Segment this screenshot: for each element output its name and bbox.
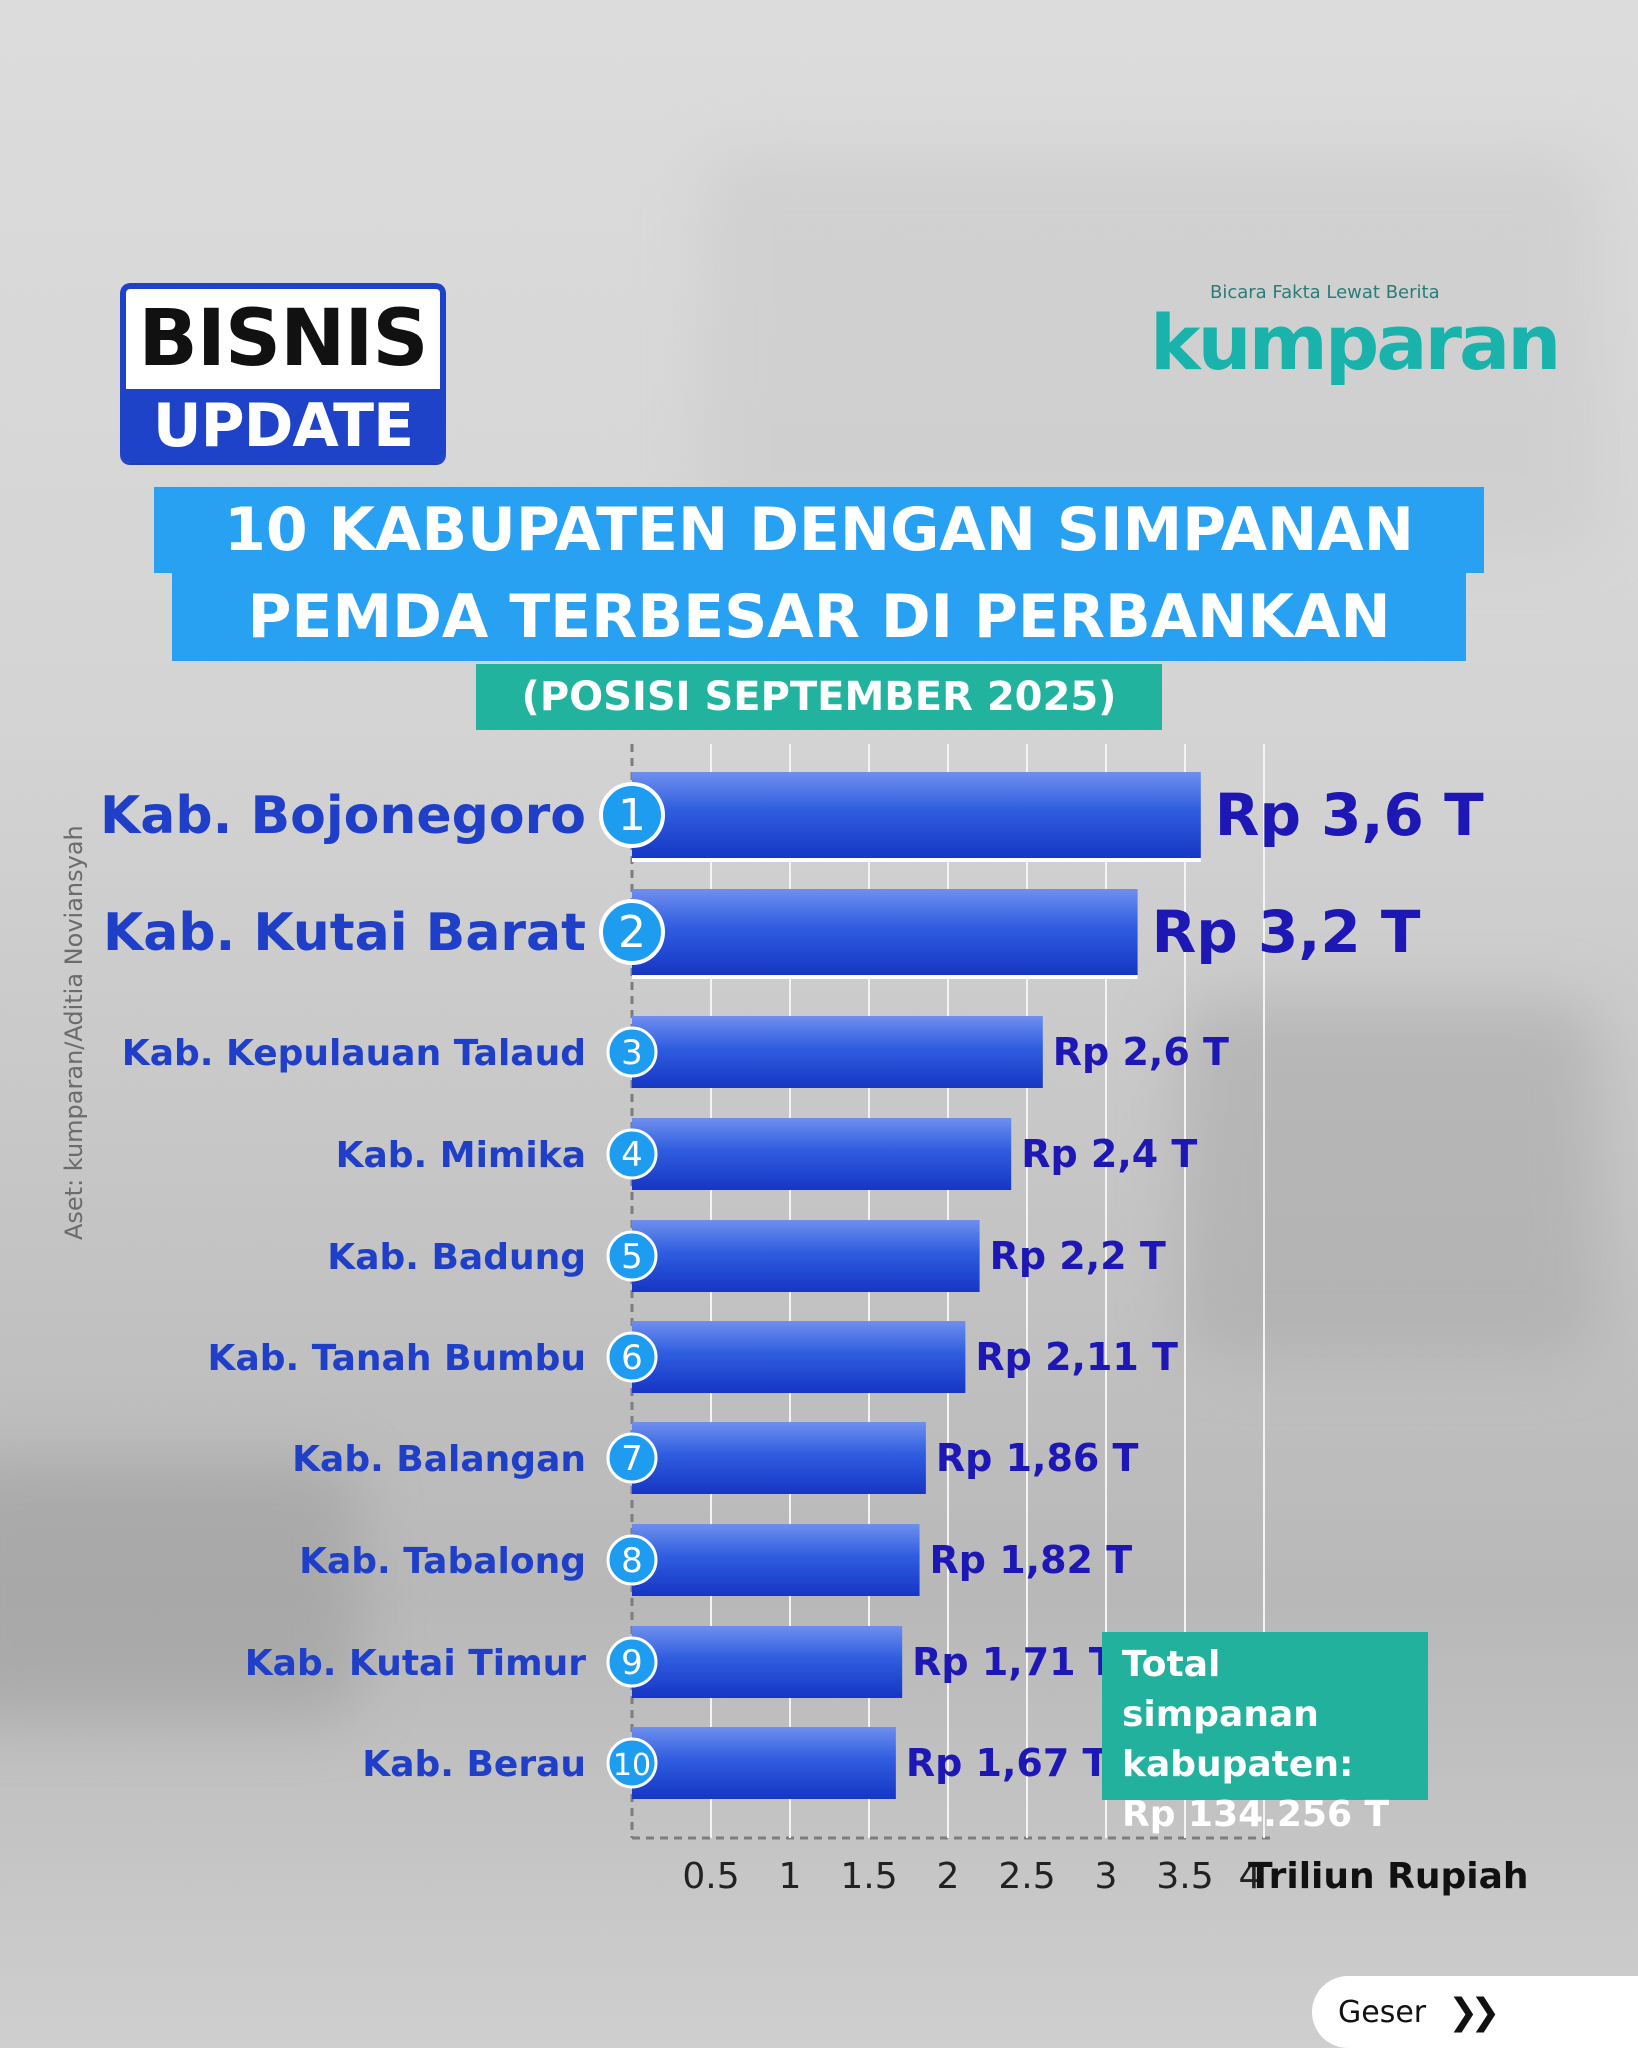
x-tick-label: 2 [937, 1856, 960, 1897]
category-label: Kab. Berau [362, 1744, 586, 1785]
category-label: Kab. Tanah Bumbu [208, 1338, 586, 1379]
total-line-2: kabupaten: [1122, 1744, 1354, 1785]
rank-number: 7 [621, 1439, 643, 1479]
background-shape [1180, 1000, 1600, 1360]
rank-badge [606, 1737, 658, 1789]
double-chevron-right-icon: ❯❯ [1448, 1991, 1500, 2033]
x-tick-label: 4 [1239, 1856, 1262, 1897]
rank-number: 10 [613, 1748, 651, 1783]
category-label: Kab. Badung [327, 1237, 586, 1278]
bar [632, 1422, 926, 1494]
rank-badge [606, 1432, 658, 1484]
rank-badge [599, 899, 665, 965]
x-tick-label: 3 [1095, 1856, 1118, 1897]
category-label: Kab. Bojonegoro [100, 786, 586, 846]
bar [632, 1118, 1012, 1190]
bar [632, 1220, 980, 1292]
value-label: Rp 3,6 T [1215, 781, 1484, 849]
bar [632, 772, 1201, 858]
rank-number: 3 [621, 1033, 643, 1073]
rank-number: 2 [618, 907, 646, 958]
value-label: Rp 1,86 T [936, 1436, 1139, 1480]
chart-subtitle: (POSISI SEPTEMBER 2025) [476, 664, 1162, 730]
value-label: Rp 1,67 T [906, 1741, 1109, 1785]
x-tick-label: 0.5 [682, 1856, 739, 1897]
rank-number: 8 [621, 1541, 643, 1581]
rank-badge [606, 1331, 658, 1383]
category-label: Kab. Balangan [292, 1439, 586, 1480]
rank-number: 5 [621, 1237, 643, 1277]
rank-badge [606, 1230, 658, 1282]
badge-bottom-text: UPDATE [120, 389, 446, 463]
category-label: Kab. Kutai Barat [103, 903, 586, 963]
next-slide-button[interactable]: Geser ❯❯ [1312, 1976, 1638, 2048]
x-tick-label: 1 [779, 1856, 802, 1897]
bar [632, 1524, 920, 1596]
bar [632, 1727, 896, 1799]
x-tick-label: 1.5 [840, 1856, 897, 1897]
brand-tagline: Bicara Fakta Lewat Berita [1210, 282, 1440, 303]
value-label: Rp 1,71 T [912, 1640, 1115, 1684]
total-savings-box: Total simpanan kabupaten: Rp 134.256 T [1102, 1632, 1428, 1835]
value-label: Rp 2,2 T [990, 1234, 1166, 1278]
rank-number: 6 [621, 1338, 643, 1378]
next-slide-label: Geser [1338, 1994, 1427, 2030]
background-shape [0, 1460, 360, 1720]
rank-number: 9 [621, 1643, 643, 1683]
category-label: Kab. Mimika [336, 1135, 586, 1176]
chart-title-line-1: 10 KABUPATEN DENGAN SIMPANAN [154, 487, 1484, 573]
rank-number: 1 [618, 790, 646, 841]
background-shape [700, 150, 1600, 550]
rank-badge [599, 782, 665, 848]
category-label: Kab. Tabalong [299, 1541, 586, 1582]
total-line-3: Rp 134.256 T [1122, 1794, 1390, 1835]
rank-badge [606, 1128, 658, 1180]
rank-badge [606, 1534, 658, 1586]
value-label: Rp 2,4 T [1021, 1132, 1197, 1176]
bar [632, 1321, 966, 1393]
bar [632, 889, 1138, 975]
value-label: Rp 2,6 T [1053, 1030, 1229, 1074]
value-label: Rp 1,82 T [930, 1538, 1133, 1582]
x-tick-label: 3.5 [1156, 1856, 1213, 1897]
rank-badge [606, 1026, 658, 1078]
bar [632, 1016, 1043, 1088]
value-label: Rp 2,11 T [975, 1335, 1178, 1379]
category-label: Kab. Kutai Timur [245, 1643, 586, 1684]
category-label: Kab. Kepulauan Talaud [122, 1033, 586, 1074]
x-tick-label: 2.5 [998, 1856, 1055, 1897]
bar [632, 1626, 903, 1698]
brand-name: kumparan [1150, 298, 1561, 387]
rank-badge [606, 1636, 658, 1688]
chart-title-line-2: PEMDA TERBESAR DI PERBANKAN [172, 573, 1466, 661]
total-line-1: Total simpanan [1122, 1644, 1319, 1735]
badge-top-text: BISNIS [120, 283, 446, 389]
rank-number: 4 [621, 1135, 643, 1175]
bisnis-update-badge: BISNIS UPDATE [120, 283, 446, 463]
x-axis-label: Triliun Rupiah [1248, 1856, 1529, 1897]
value-label: Rp 3,2 T [1152, 898, 1421, 966]
